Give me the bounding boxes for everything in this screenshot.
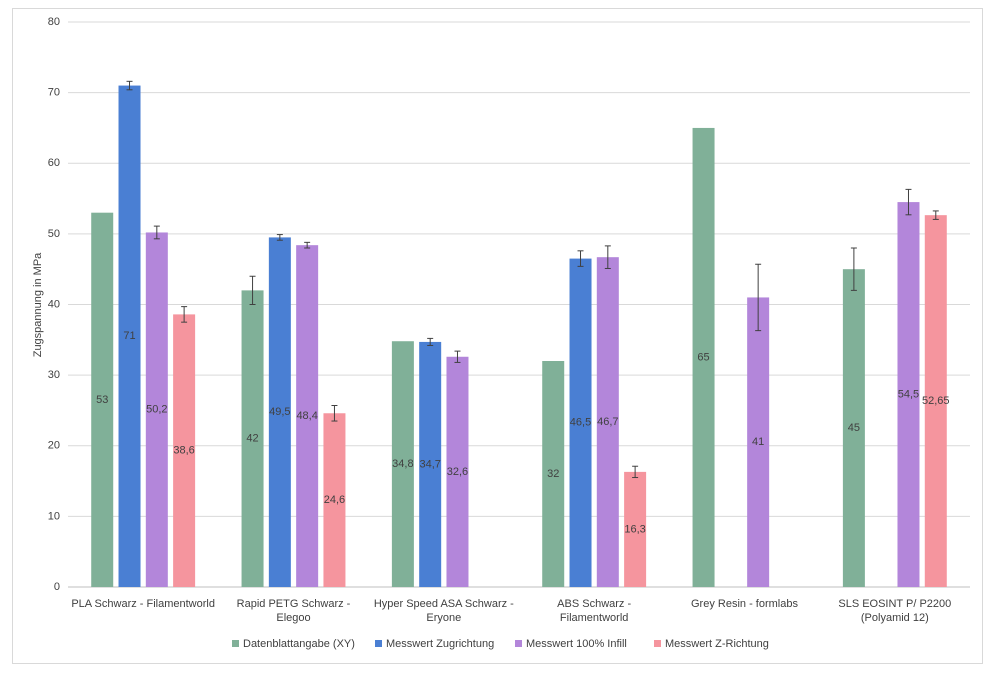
error-bar: [850, 247, 857, 291]
data-label: 54,5: [898, 388, 919, 400]
bar: [268, 237, 291, 587]
legend-label: Messwert 100% Infill: [526, 638, 627, 650]
bar: [91, 212, 114, 587]
bar: [118, 85, 141, 587]
error-bar: [126, 80, 133, 91]
error-bar: [304, 241, 311, 249]
data-label: 53: [96, 394, 108, 406]
y-tick-label: 0: [54, 581, 60, 593]
data-label: 34,7: [419, 458, 440, 470]
data-label: 71: [123, 330, 135, 342]
error-bar: [755, 263, 762, 332]
bar: [596, 257, 619, 587]
x-tick-label: ABS Schwarz - Filamentworld: [557, 598, 632, 624]
y-tick-label: 60: [48, 157, 60, 169]
error-bar: [577, 250, 584, 267]
data-label: 52,65: [922, 395, 950, 407]
data-label: 48,4: [296, 410, 317, 422]
y-tick-label: 30: [48, 369, 60, 381]
data-label: 45: [848, 422, 860, 434]
error-bar: [905, 188, 912, 216]
bar: [692, 127, 715, 587]
data-label: 46,7: [597, 416, 618, 428]
error-bar: [427, 337, 434, 346]
bar: [924, 215, 947, 588]
data-label: 65: [697, 351, 709, 363]
error-bar: [632, 465, 639, 479]
y-tick-label: 20: [48, 440, 60, 452]
data-label: 46,5: [570, 417, 591, 429]
legend-swatch: [232, 640, 239, 647]
error-bar: [932, 210, 939, 220]
error-bar: [153, 225, 160, 240]
legend-label: Messwert Zugrichtung: [386, 638, 494, 650]
bar: [173, 314, 196, 587]
data-label: 49,5: [269, 406, 290, 418]
y-tick-label: 80: [48, 16, 60, 28]
error-bar: [331, 404, 338, 422]
bar: [241, 290, 264, 587]
data-label: 42: [246, 433, 258, 445]
y-tick-label: 50: [48, 228, 60, 240]
x-tick-label: Hyper Speed ASA Schwarz - Eryone: [373, 598, 514, 624]
error-bar: [276, 234, 283, 241]
legend-swatch: [654, 640, 661, 647]
bar: [842, 269, 865, 587]
data-label: 16,3: [624, 523, 645, 535]
bar: [296, 245, 319, 588]
data-label: 32,6: [447, 466, 468, 478]
legend-label: Datenblattangabe (XY): [243, 638, 355, 650]
x-tick-label: Rapid PETG Schwarz - Elegoo: [236, 598, 351, 624]
bar: [145, 232, 168, 587]
legend-label: Messwert Z-Richtung: [665, 638, 769, 650]
error-bar: [604, 245, 611, 269]
error-bar: [249, 275, 256, 305]
error-bar: [181, 306, 188, 323]
legend-swatch: [375, 640, 382, 647]
y-tick-label: 40: [48, 298, 60, 310]
data-label: 24,6: [324, 494, 345, 506]
legend-swatch: [515, 640, 522, 647]
bar: [419, 341, 442, 587]
bar: [897, 202, 920, 587]
y-axis-title: Zugspannung in MPa: [32, 252, 44, 357]
error-bar: [454, 350, 461, 363]
bar: [624, 471, 647, 587]
bar: [747, 297, 770, 587]
data-label: 41: [752, 436, 764, 448]
bar: [569, 258, 592, 587]
x-tick-label: Grey Resin - formlabs: [691, 598, 798, 610]
x-tick-label: SLS EOSINT P/ P2200 (Polyamid 12): [838, 598, 952, 624]
data-label: 38,6: [173, 445, 194, 457]
y-tick-label: 10: [48, 510, 60, 522]
bar: [446, 356, 469, 587]
x-tick-label: PLA Schwarz - Filamentworld: [71, 598, 215, 610]
bar: [542, 361, 565, 587]
data-label: 34,8: [392, 458, 413, 470]
data-label: 32: [547, 468, 559, 480]
y-tick-label: 70: [48, 87, 60, 99]
bar: [391, 341, 414, 587]
bar: [323, 413, 346, 587]
data-label: 50,2: [146, 404, 167, 416]
